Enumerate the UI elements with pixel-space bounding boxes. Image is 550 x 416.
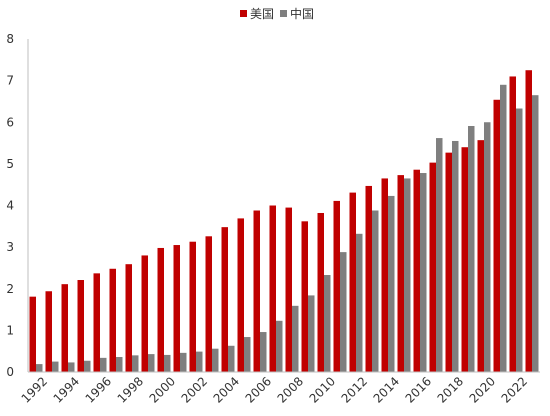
y-tick-label: 4 — [6, 199, 14, 213]
x-tick-label: 1998 — [115, 374, 146, 405]
bar-us-1997 — [109, 268, 116, 372]
bar-us-1996 — [93, 273, 100, 372]
y-tick-label: 8 — [6, 32, 14, 46]
x-tick-label: 2008 — [275, 374, 306, 405]
bar-us-2009 — [301, 221, 308, 372]
bar-china-2022 — [516, 108, 523, 372]
legend-label-china: 中国 — [290, 6, 314, 21]
x-tick-label: 2020 — [467, 374, 498, 405]
x-tick-label: 1994 — [51, 374, 82, 405]
bar-us-2000 — [157, 247, 164, 372]
bar-china-2003 — [212, 348, 219, 372]
bar-us-2020 — [477, 140, 484, 372]
bar-china-2019 — [468, 126, 475, 372]
bar-china-2007 — [276, 320, 283, 372]
bar-us-2018 — [445, 152, 452, 372]
legend: 美国 中国 — [240, 6, 314, 21]
bar-us-2005 — [237, 218, 244, 372]
bar-us-2006 — [253, 210, 260, 372]
bar-us-1994 — [61, 284, 68, 372]
bar-china-2016 — [420, 173, 427, 372]
bar-us-2002 — [189, 241, 196, 372]
bar-us-2023 — [525, 70, 532, 372]
legend-label-us: 美国 — [250, 7, 274, 21]
bar-us-2019 — [461, 147, 468, 372]
bar-china-1998 — [132, 355, 139, 372]
bar-china-2020 — [484, 122, 491, 372]
bar-china-2005 — [244, 337, 251, 372]
bar-us-2021 — [493, 99, 500, 373]
y-tick-label: 3 — [6, 240, 14, 254]
legend-swatch-china — [280, 10, 287, 17]
bar-china-2008 — [292, 305, 299, 372]
x-tick-label: 2022 — [499, 374, 530, 405]
bar-china-2010 — [324, 275, 331, 372]
bar-china-2004 — [228, 345, 235, 372]
bar-us-2013 — [365, 185, 372, 372]
x-tick-label: 2002 — [179, 374, 210, 405]
bar-china-1992 — [36, 364, 43, 372]
bar-us-2011 — [333, 200, 340, 372]
x-tick-label: 2014 — [371, 374, 402, 405]
bar-us-1995 — [77, 280, 84, 372]
bar-us-2003 — [205, 236, 212, 372]
x-tick-label: 1992 — [19, 374, 50, 405]
bar-us-2012 — [349, 192, 356, 372]
bar-us-2017 — [429, 162, 436, 372]
bar-us-2010 — [317, 212, 324, 372]
bar-us-1998 — [125, 264, 132, 372]
x-tick-label: 2016 — [403, 374, 434, 405]
y-tick-label: 1 — [6, 323, 14, 337]
bar-china-1997 — [116, 357, 123, 372]
bar-china-2002 — [196, 351, 203, 372]
bar-china-2006 — [260, 332, 267, 372]
bar-us-2007 — [269, 205, 276, 372]
bar-china-2012 — [356, 233, 363, 372]
bar-china-2018 — [452, 140, 459, 372]
bar-us-2014 — [381, 178, 388, 372]
bar-us-2004 — [221, 227, 228, 372]
bar-china-2009 — [308, 295, 315, 372]
x-axis-tick-labels: 1992 1994 1996 1998 2000 2002 2004 2006 2008 2010… — [19, 374, 530, 405]
bar-china-2014 — [388, 195, 395, 372]
bar-us-1992 — [29, 296, 36, 372]
bar-china-2023 — [532, 95, 539, 372]
x-tick-label: 2004 — [211, 374, 242, 405]
bar-china-2013 — [372, 210, 379, 372]
bar-china-2000 — [164, 354, 171, 372]
x-tick-label: 2000 — [147, 374, 178, 405]
bar-china-2015 — [404, 178, 411, 372]
x-tick-label: 1996 — [83, 374, 114, 405]
bar-china-1996 — [100, 357, 107, 372]
legend-swatch-us — [240, 10, 247, 17]
bar-us-2015 — [397, 175, 404, 372]
x-tick-label: 2010 — [307, 374, 338, 405]
bar-us-2016 — [413, 169, 420, 372]
y-tick-label: 7 — [6, 74, 14, 88]
bar-us-1993 — [45, 291, 52, 372]
x-tick-label: 2012 — [339, 374, 370, 405]
bar-china-1993 — [52, 361, 59, 372]
bar-china-2021 — [500, 84, 507, 372]
bar-china-2011 — [340, 252, 347, 372]
bar-china-1999 — [148, 354, 155, 372]
x-tick-label: 2018 — [435, 374, 466, 405]
x-tick-label: 2006 — [243, 374, 274, 405]
bar-china-1994 — [68, 362, 75, 372]
bar-us-2001 — [173, 245, 180, 372]
bar-china-2001 — [180, 352, 187, 372]
y-axis-tick-labels: 0 1 2 3 4 5 6 7 8 — [6, 32, 14, 379]
bar-us-1999 — [141, 255, 148, 372]
bar-us-2022 — [509, 76, 516, 373]
bar-china-1995 — [84, 360, 91, 372]
y-tick-label: 5 — [6, 157, 14, 171]
bar-china-2017 — [436, 138, 443, 372]
bars — [29, 70, 539, 373]
y-tick-label: 2 — [6, 282, 14, 296]
y-tick-label: 0 — [6, 365, 14, 379]
y-tick-label: 6 — [6, 115, 14, 129]
bar-us-2008 — [285, 207, 292, 372]
